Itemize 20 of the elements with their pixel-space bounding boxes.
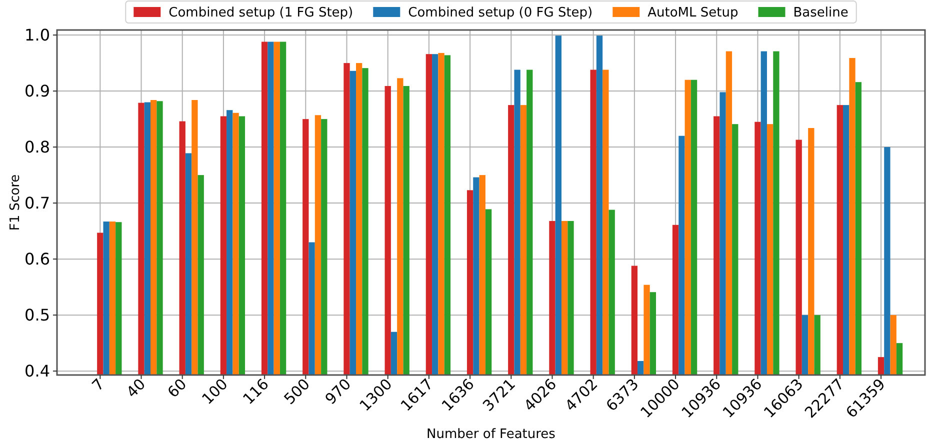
y-tick-label: 0.4 bbox=[24, 362, 50, 381]
y-tick-label: 0.5 bbox=[24, 306, 50, 325]
x-tick-label: 60 bbox=[164, 375, 190, 402]
y-axis-title: F1 Score bbox=[8, 174, 23, 231]
x-tick-label: 116 bbox=[239, 375, 272, 408]
legend-label: AutoML Setup bbox=[648, 6, 738, 20]
y-tick-label: 0.6 bbox=[24, 250, 50, 269]
x-axis-title: Number of Features bbox=[426, 427, 556, 442]
y-tick-label: 0.9 bbox=[24, 82, 50, 101]
x-tick-label: 100 bbox=[198, 375, 232, 408]
legend-label: Combined setup (1 FG Step) bbox=[168, 6, 354, 20]
y-tick-label: 0.7 bbox=[24, 194, 50, 213]
y-tick-label: 0.8 bbox=[24, 138, 50, 157]
x-tick-label: 970 bbox=[322, 375, 355, 408]
y-tick-label: 1.0 bbox=[24, 26, 50, 45]
legend-label: Baseline bbox=[793, 6, 848, 20]
x-tick-label: 40 bbox=[122, 375, 150, 402]
x-tick-label: 7 bbox=[88, 375, 108, 395]
x-tick-label: 500 bbox=[280, 375, 314, 408]
legend-label: Combined setup (0 FG Step) bbox=[408, 6, 593, 20]
